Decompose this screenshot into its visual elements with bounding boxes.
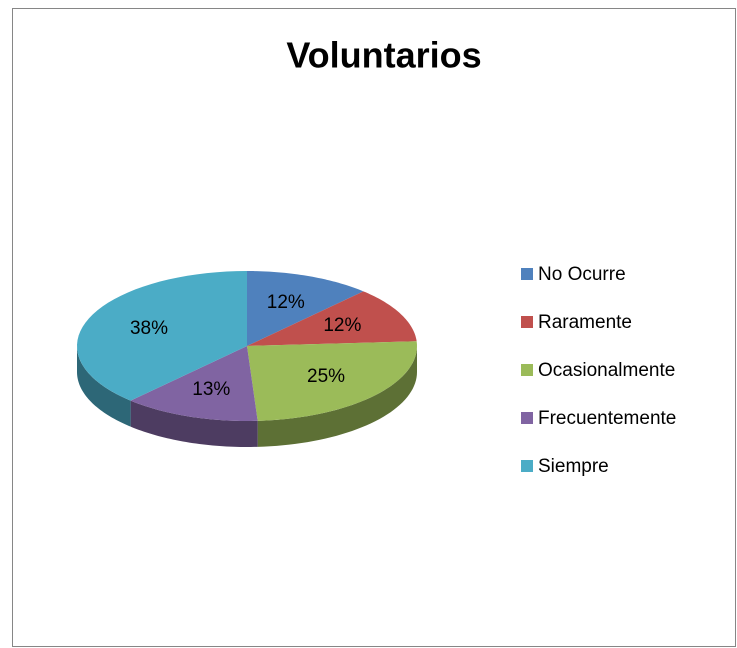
legend-swatch	[521, 412, 533, 424]
legend-label: Raramente	[538, 312, 632, 333]
data-label: 12%	[267, 292, 305, 313]
legend-label: Frecuentemente	[538, 408, 676, 429]
slice-side	[77, 346, 131, 427]
slice	[77, 271, 247, 401]
slice-side	[257, 346, 417, 447]
slice	[247, 291, 417, 346]
slice	[130, 346, 258, 421]
legend-swatch	[521, 316, 533, 328]
slice	[247, 271, 364, 346]
legend-swatch	[521, 268, 533, 280]
data-label: 13%	[192, 379, 230, 400]
chart-title: Voluntarios	[286, 35, 481, 76]
data-label: 38%	[130, 318, 168, 339]
legend-label: Siempre	[538, 456, 609, 477]
data-label: 12%	[323, 315, 361, 336]
legend-swatch	[521, 460, 533, 472]
slice-side	[130, 400, 258, 447]
data-label: 25%	[307, 366, 345, 387]
legend-label: Ocasionalmente	[538, 360, 675, 381]
legend-label: No Ocurre	[538, 264, 626, 285]
legend-swatch	[521, 364, 533, 376]
slice	[247, 341, 417, 421]
